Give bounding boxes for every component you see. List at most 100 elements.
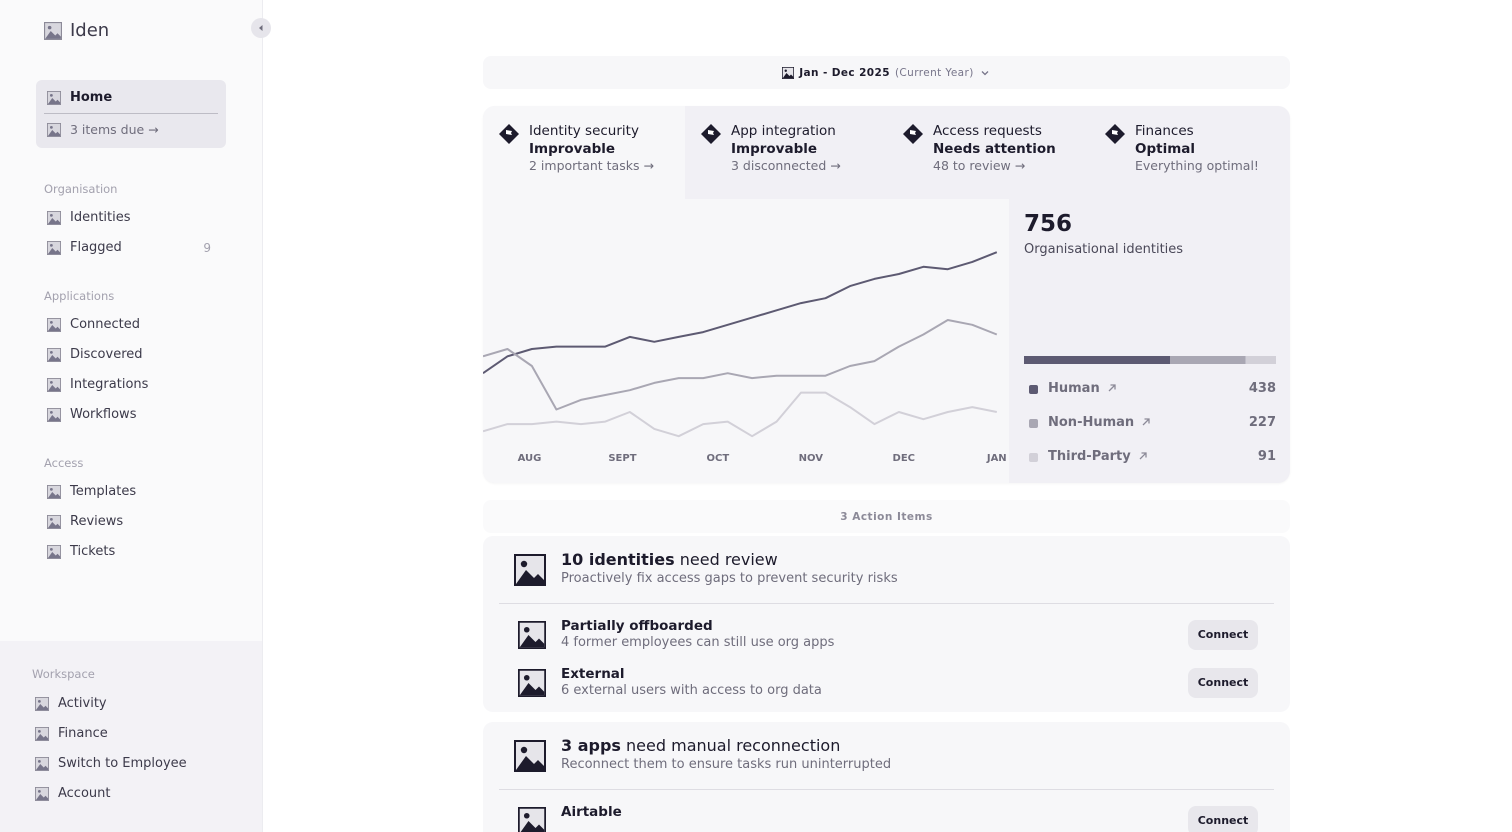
icon-sun (37, 699, 41, 703)
flag (506, 130, 512, 138)
legend-count: 438 (1248, 381, 1276, 396)
image-icon (518, 807, 546, 832)
action-card (483, 722, 1290, 832)
connect-button[interactable]: Connect (1188, 806, 1258, 832)
arrow-path (1139, 452, 1147, 460)
chart-area (483, 199, 1009, 483)
nav-item[interactable]: Switch to Employee (58, 756, 187, 771)
image-icon (44, 22, 62, 40)
icon-mountain (45, 31, 61, 39)
breakdown-segment (1170, 356, 1246, 364)
image-icon (47, 211, 61, 225)
icon-mountain (47, 522, 61, 529)
date-bar[interactable]: Jan - Dec 2025 (Current Year) (483, 56, 1290, 89)
nav-item[interactable]: Account (58, 786, 111, 801)
image-icon (47, 378, 61, 392)
tab-status: Needs attention (933, 141, 1056, 157)
tab-active[interactable] (483, 106, 685, 199)
tab-title: Finances (1135, 123, 1194, 139)
x-tick-label: SEPT (608, 453, 636, 464)
icon-mountain (519, 635, 545, 648)
icon-mountain (35, 764, 49, 771)
external-arrow (1108, 384, 1116, 392)
x-tick-label: DEC (893, 453, 915, 464)
card-title-rest: need review (679, 550, 778, 569)
home-label: Home (70, 90, 113, 105)
home-divider (44, 113, 218, 114)
icon-sun (37, 789, 41, 793)
tab-detail: 2 important tasks → (529, 158, 654, 173)
icon-mountain (47, 492, 61, 499)
icon-mountain (47, 355, 61, 362)
icon-mountain (47, 248, 61, 255)
nav-item[interactable]: Templates (70, 484, 137, 499)
nav-item[interactable]: Reviews (70, 514, 124, 529)
nav-item[interactable]: Integrations (70, 377, 149, 392)
date-label: Jan - Dec 2025 (799, 66, 890, 79)
icon-sun (49, 320, 53, 324)
status-icon (1105, 124, 1125, 144)
icon-sun (49, 125, 53, 129)
image-icon (47, 91, 61, 105)
connect-button[interactable]: Connect (1188, 620, 1258, 650)
nav-item[interactable]: Connected (70, 317, 141, 332)
x-tick-label: NOV (799, 453, 824, 464)
icon-sun (523, 812, 530, 819)
arrow-path (1142, 418, 1150, 426)
action-card (483, 536, 1290, 712)
series-line (483, 251, 998, 375)
icon-sun (37, 759, 41, 763)
icon-mountain (516, 756, 544, 770)
icon-mountain (47, 218, 61, 225)
connect-button[interactable]: Connect (1188, 668, 1258, 698)
image-icon (514, 740, 546, 772)
legend-name[interactable]: Third-Party (1048, 448, 1148, 466)
card-subtitle: Proactively fix access gaps to prevent s… (561, 571, 898, 586)
icon-sun (49, 243, 53, 247)
date-note: (Current Year) (894, 66, 974, 79)
legend-name[interactable]: Non-Human (1048, 414, 1151, 432)
nav-item[interactable]: Discovered (70, 347, 143, 362)
icon-sun (49, 93, 53, 97)
image-icon (47, 123, 61, 137)
icon-mountain (35, 794, 49, 801)
nav-item[interactable]: Identities (70, 210, 131, 225)
icon-sun (520, 560, 528, 568)
section-title: Applications (44, 289, 115, 303)
nav-item[interactable]: Finance (58, 726, 108, 741)
icon-mountain (47, 552, 61, 559)
icon-sun (49, 213, 53, 217)
nav-item[interactable]: Flagged (70, 240, 122, 255)
collapse-button[interactable] (251, 18, 271, 38)
legend-swatch (1029, 385, 1038, 394)
icon-mountain (47, 325, 61, 332)
nav-item[interactable]: Tickets (70, 544, 116, 559)
icon-mountain (47, 130, 61, 137)
breakdown-segment (1024, 356, 1170, 364)
legend-name[interactable]: Human (1048, 380, 1117, 398)
card-subtitle: Reconnect them to ensure tasks run unint… (561, 757, 892, 772)
x-tick-label: OCT (707, 453, 730, 464)
tab-title: Identity security (529, 123, 639, 139)
row-detail: 4 former employees can still use org app… (561, 635, 835, 650)
tab-title: App integration (731, 123, 836, 139)
card-title-strong: 3 apps (561, 736, 621, 755)
nav-item[interactable]: Activity (58, 696, 107, 711)
brand: Iden (70, 20, 110, 41)
image-icon (47, 408, 61, 422)
icon-sun (47, 25, 52, 30)
nav-item[interactable]: Workflows (70, 407, 137, 422)
tab-detail: 48 to review → (933, 158, 1026, 173)
tab-detail: 3 disconnected → (731, 158, 841, 173)
tab-status: Improvable (731, 141, 818, 157)
image-icon (518, 669, 546, 697)
image-icon (47, 241, 61, 255)
section-title: Organisation (44, 182, 118, 196)
tab-status: Optimal (1135, 141, 1196, 157)
icon-sun (784, 69, 788, 72)
line-chart: AUG SEPT OCT NOV DEC JAN (483, 251, 1007, 464)
home-card[interactable] (36, 80, 226, 148)
legend-count: 91 (1257, 449, 1276, 464)
icon-sun (49, 410, 53, 414)
flag (910, 130, 916, 138)
